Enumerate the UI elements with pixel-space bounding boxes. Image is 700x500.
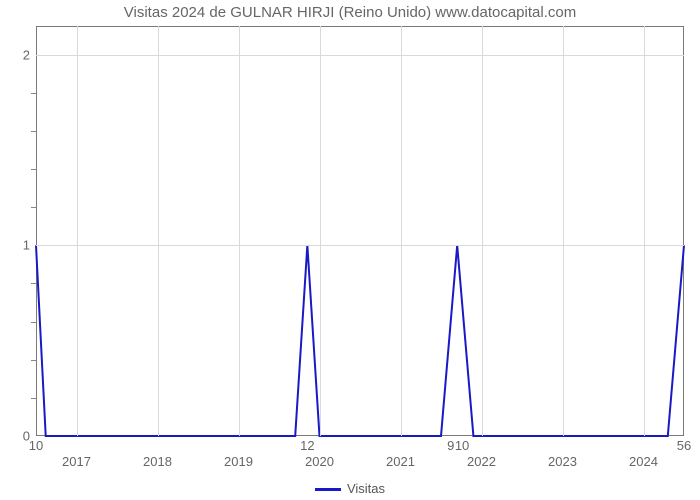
x-tick-label: 2018 [143, 454, 172, 469]
grid-line-v [77, 26, 78, 436]
grid-line-v [482, 26, 483, 436]
x-tick-label: 2021 [386, 454, 415, 469]
series-line [36, 245, 684, 436]
grid-line-v [158, 26, 159, 436]
x-tick-label: 2022 [467, 454, 496, 469]
grid-line-v [320, 26, 321, 436]
x-secondary-label: 9 [447, 438, 454, 453]
x-secondary-label: 10 [29, 438, 43, 453]
y-minor-tick [31, 283, 36, 284]
legend-swatch [315, 488, 341, 491]
plot-area: 2017201820192020202120222023202410129105… [36, 26, 684, 436]
grid-line-h [36, 55, 684, 56]
y-minor-tick [31, 93, 36, 94]
y-tick-label: 0 [23, 429, 30, 444]
y-tick-label: 2 [23, 47, 30, 62]
x-tick-label: 2024 [629, 454, 658, 469]
grid-line-h [36, 245, 684, 246]
x-tick-label: 2017 [62, 454, 91, 469]
legend-label: Visitas [347, 481, 385, 496]
legend: Visitas [0, 481, 700, 496]
x-tick-label: 2023 [548, 454, 577, 469]
y-minor-tick [31, 207, 36, 208]
y-minor-tick [31, 322, 36, 323]
y-minor-tick [31, 398, 36, 399]
grid-line-v [239, 26, 240, 436]
grid-line-v [401, 26, 402, 436]
y-tick-label: 1 [23, 238, 30, 253]
y-minor-tick [31, 360, 36, 361]
y-minor-tick [31, 131, 36, 132]
x-tick-label: 2019 [224, 454, 253, 469]
x-tick-label: 2020 [305, 454, 334, 469]
x-secondary-label: 56 [677, 438, 691, 453]
line-chart-svg [36, 26, 684, 436]
grid-line-v [563, 26, 564, 436]
chart-container: Visitas 2024 de GULNAR HIRJI (Reino Unid… [0, 0, 700, 500]
x-secondary-label: 12 [300, 438, 314, 453]
y-minor-tick [31, 169, 36, 170]
chart-title: Visitas 2024 de GULNAR HIRJI (Reino Unid… [0, 4, 700, 21]
grid-line-v [644, 26, 645, 436]
x-secondary-label: 10 [455, 438, 469, 453]
